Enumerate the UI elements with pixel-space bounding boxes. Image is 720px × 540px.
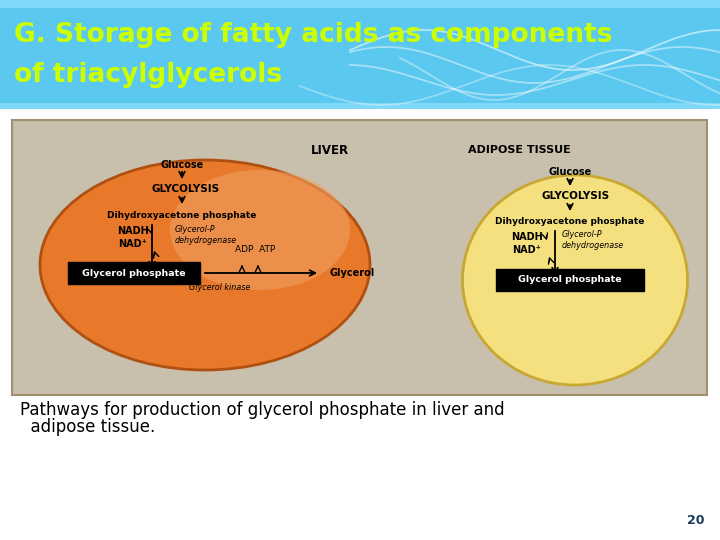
Bar — [0, 0, 720, 8]
Text: ADP  ATP: ADP ATP — [235, 246, 275, 254]
Text: NAD⁺: NAD⁺ — [119, 239, 148, 249]
Text: Dihydroxyacetone phosphate: Dihydroxyacetone phosphate — [495, 218, 644, 226]
Bar — [12, 120, 707, 395]
Text: Glycerol phosphate: Glycerol phosphate — [82, 268, 186, 278]
Text: NAD⁺: NAD⁺ — [513, 245, 541, 255]
Text: Glycerol phosphate: Glycerol phosphate — [518, 275, 622, 285]
Text: Glycerol kinase: Glycerol kinase — [189, 282, 251, 292]
Text: Glycerol: Glycerol — [330, 268, 375, 278]
Text: Glycerol-P
dehydrogenase: Glycerol-P dehydrogenase — [175, 225, 237, 245]
Text: ADIPOSE TISSUE: ADIPOSE TISSUE — [468, 145, 571, 155]
Text: G. Storage of fatty acids as components: G. Storage of fatty acids as components — [14, 22, 613, 48]
Text: LIVER: LIVER — [311, 144, 349, 157]
Text: adipose tissue.: adipose tissue. — [20, 418, 156, 436]
Text: of triacylglycerols: of triacylglycerols — [14, 62, 282, 88]
Bar — [0, 103, 720, 109]
Text: Glucose: Glucose — [549, 167, 592, 177]
Text: Pathways for production of glycerol phosphate in liver and: Pathways for production of glycerol phos… — [20, 401, 505, 419]
Text: GLYCOLYSIS: GLYCOLYSIS — [542, 191, 610, 201]
Bar — [496, 269, 644, 291]
Text: Dihydroxyacetone phosphate: Dihydroxyacetone phosphate — [107, 211, 257, 219]
Text: GLYCOLYSIS: GLYCOLYSIS — [152, 184, 220, 194]
Ellipse shape — [40, 160, 370, 370]
Text: NADH: NADH — [117, 226, 149, 236]
FancyBboxPatch shape — [0, 0, 720, 105]
Text: 20: 20 — [688, 514, 705, 526]
Text: Glucose: Glucose — [161, 160, 204, 170]
Text: NADH: NADH — [511, 232, 543, 242]
Text: Glycerol-P
dehydrogenase: Glycerol-P dehydrogenase — [562, 230, 624, 249]
Bar — [68, 262, 200, 284]
Ellipse shape — [462, 175, 688, 385]
Ellipse shape — [170, 170, 350, 290]
